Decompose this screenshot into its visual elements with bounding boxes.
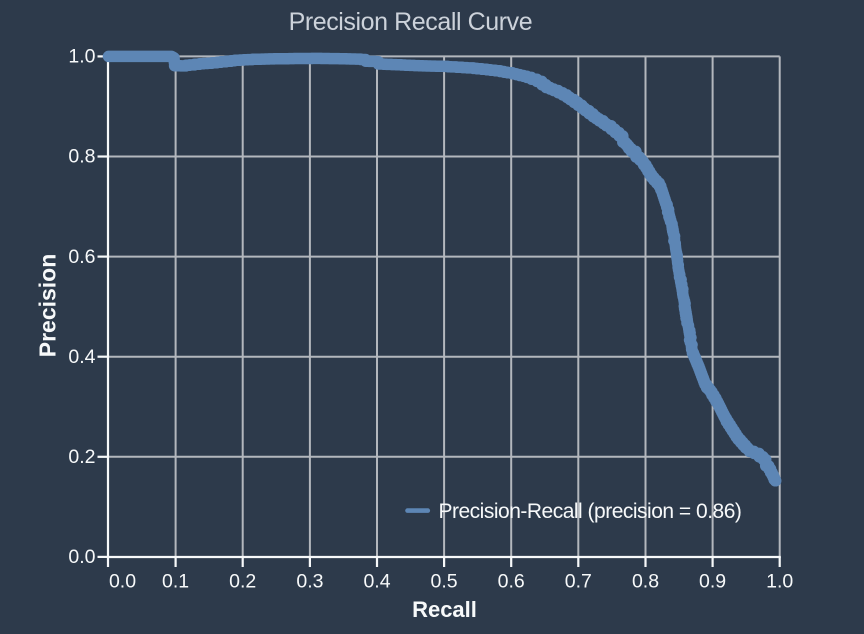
svg-text:0.3: 0.3 xyxy=(296,571,323,593)
svg-text:0.8: 0.8 xyxy=(632,571,659,593)
svg-text:0.6: 0.6 xyxy=(68,246,95,268)
svg-text:Precision: Precision xyxy=(35,254,61,358)
svg-text:Precision Recall Curve: Precision Recall Curve xyxy=(289,8,533,36)
svg-text:0.5: 0.5 xyxy=(431,571,458,593)
svg-text:1.0: 1.0 xyxy=(766,571,793,593)
svg-text:0.1: 0.1 xyxy=(162,571,189,593)
svg-text:0.8: 0.8 xyxy=(68,146,95,168)
svg-text:0.0: 0.0 xyxy=(68,546,95,568)
svg-text:0.6: 0.6 xyxy=(498,571,525,593)
svg-text:0.2: 0.2 xyxy=(68,446,95,468)
svg-text:1.0: 1.0 xyxy=(68,46,95,68)
svg-text:0.7: 0.7 xyxy=(565,571,592,593)
svg-text:0.0: 0.0 xyxy=(109,571,136,593)
svg-text:0.4: 0.4 xyxy=(68,346,95,368)
svg-text:0.9: 0.9 xyxy=(699,571,726,593)
svg-text:Precision-Recall (precision =: Precision-Recall (precision = 0.86) xyxy=(439,500,742,523)
svg-text:0.2: 0.2 xyxy=(229,571,256,593)
svg-text:Recall: Recall xyxy=(412,597,477,622)
svg-text:0.4: 0.4 xyxy=(363,571,390,593)
